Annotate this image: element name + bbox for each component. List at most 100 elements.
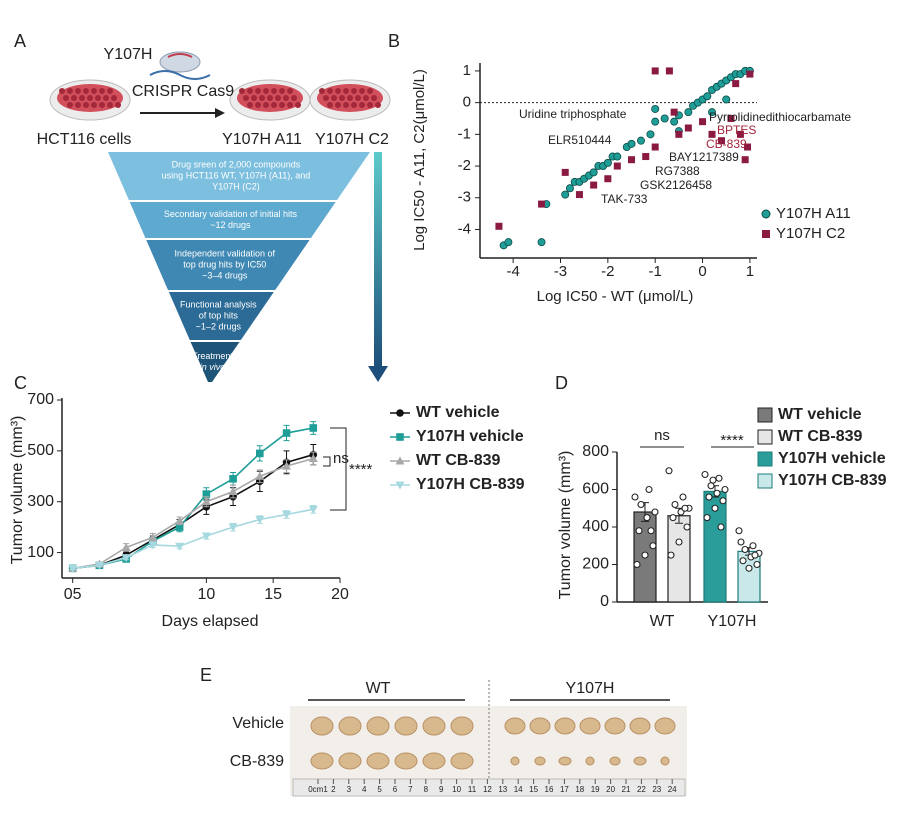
ruler-label: 11	[468, 785, 477, 794]
rna-icon	[167, 53, 193, 58]
cell	[279, 102, 285, 108]
legend-label: Y107H CB-839	[778, 472, 887, 489]
cell	[367, 102, 373, 108]
panel-label: C	[14, 373, 27, 393]
cell	[247, 88, 253, 94]
funnel-text: Secondary validation of initial hits	[164, 209, 298, 219]
x-axis-title: Days elapsed	[162, 613, 259, 630]
tumor	[579, 717, 601, 735]
cell	[359, 102, 365, 108]
point	[255, 516, 265, 525]
cell	[351, 88, 357, 94]
funnel-text: Treatment	[192, 351, 233, 361]
y-tick-label: -2	[458, 157, 471, 174]
funnel-text: top drug hits by IC50	[183, 259, 266, 269]
data-point	[637, 500, 645, 509]
point	[228, 523, 238, 532]
x-tick-label: 1	[746, 263, 754, 280]
cell	[255, 88, 261, 94]
funnel-text: Drug sreen of 2,000 compounds	[172, 159, 301, 169]
point	[148, 541, 158, 550]
point	[727, 114, 735, 122]
panel-label: B	[388, 31, 400, 51]
cell	[283, 95, 289, 101]
point	[537, 238, 546, 247]
ruler-label: 9	[439, 785, 444, 794]
y-tick-label: 800	[582, 443, 609, 460]
cell	[331, 95, 337, 101]
cell	[367, 88, 373, 94]
funnel-text: ~1–2 drugs	[196, 321, 242, 331]
funnel-level	[108, 152, 370, 200]
cell	[271, 88, 277, 94]
point	[175, 542, 185, 551]
tumor	[529, 717, 551, 735]
cell	[83, 88, 89, 94]
data-point	[631, 493, 639, 501]
legend-marker	[757, 407, 773, 423]
point	[538, 200, 546, 208]
point	[613, 162, 621, 170]
data-point	[709, 476, 717, 484]
cell	[75, 102, 81, 108]
cell	[319, 88, 325, 94]
ruler-label: 20	[606, 785, 615, 794]
legend-marker	[761, 209, 771, 219]
tumor	[609, 756, 621, 766]
cell	[67, 88, 73, 94]
cell	[263, 88, 269, 94]
y-tick-label: 200	[582, 556, 609, 573]
point	[603, 158, 612, 167]
point	[282, 510, 292, 519]
cell	[103, 95, 109, 101]
y-axis-title: Log IC50 - A11, C2(μmol/L)	[411, 69, 428, 251]
point	[589, 168, 598, 177]
cell	[67, 102, 73, 108]
x-tick-label: Y107H	[708, 613, 757, 630]
tumor	[558, 756, 572, 766]
y-tick-label: 600	[582, 481, 609, 498]
tumor	[366, 716, 390, 736]
cell	[91, 102, 97, 108]
point	[282, 429, 291, 437]
x-tick-label: 0	[698, 263, 706, 280]
data-point	[749, 542, 757, 550]
annotation: Uridine triphosphate	[519, 107, 627, 121]
ruler-label: 16	[545, 785, 554, 794]
data-point	[721, 485, 729, 494]
y-tick-label: -1	[458, 125, 471, 142]
cell	[95, 95, 101, 101]
funnel-text: Functional analysis	[180, 299, 257, 309]
cell	[263, 102, 269, 108]
cell	[327, 102, 333, 108]
cell	[335, 102, 341, 108]
data-point	[665, 467, 673, 475]
point	[68, 564, 78, 573]
cell	[271, 102, 277, 108]
data-point	[633, 560, 641, 569]
point	[590, 181, 598, 189]
point	[703, 92, 712, 101]
legend-label: Y107H vehicle	[778, 450, 886, 467]
data-point	[745, 564, 753, 572]
ruler-label: 15	[529, 785, 538, 794]
y-tick-label: 700	[27, 391, 54, 408]
progress-arrowhead	[368, 366, 388, 382]
tumor	[660, 756, 670, 766]
legend-label: Y107H C2	[776, 225, 845, 242]
panel-label: D	[555, 373, 568, 393]
ruler-label: 8	[424, 785, 429, 794]
legend-marker	[762, 230, 770, 238]
clone-label: Y107H A11	[222, 131, 302, 148]
dna-icon	[149, 70, 211, 80]
funnel-text: ~3–4 drugs	[202, 270, 248, 280]
x-tick-label: 20	[331, 586, 349, 603]
progress-arrow	[374, 152, 382, 367]
data-point	[719, 497, 727, 505]
data-point	[643, 514, 651, 522]
x-tick-label: -1	[649, 263, 662, 280]
panel-label: E	[200, 665, 212, 685]
ruler-label: 24	[668, 785, 677, 794]
data-point	[681, 504, 689, 512]
data-point	[753, 560, 761, 569]
